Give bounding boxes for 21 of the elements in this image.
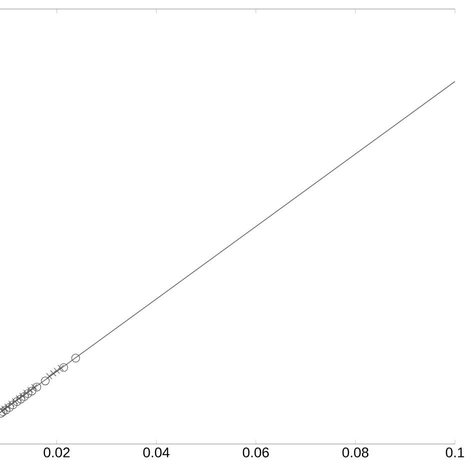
- point: [71, 354, 80, 362]
- point: [2, 406, 10, 414]
- x-tick-label: 0.04: [143, 448, 170, 458]
- x-tick-label: 0.02: [44, 448, 70, 458]
- point: [5, 403, 14, 412]
- point: [58, 364, 64, 371]
- point: [24, 389, 32, 398]
- x-tick-label: 0.08: [342, 448, 368, 458]
- point: [59, 363, 68, 372]
- point: [54, 368, 60, 374]
- point: [16, 394, 26, 404]
- point: [8, 400, 18, 410]
- point: [50, 370, 56, 376]
- point: [20, 392, 29, 401]
- x-tick-label: 0.06: [242, 448, 269, 458]
- point: [41, 376, 50, 386]
- point: [12, 397, 22, 406]
- point: [28, 386, 36, 396]
- x-tick-label: 0.1: [446, 448, 464, 458]
- point: [46, 373, 52, 380]
- point: [0, 408, 6, 414]
